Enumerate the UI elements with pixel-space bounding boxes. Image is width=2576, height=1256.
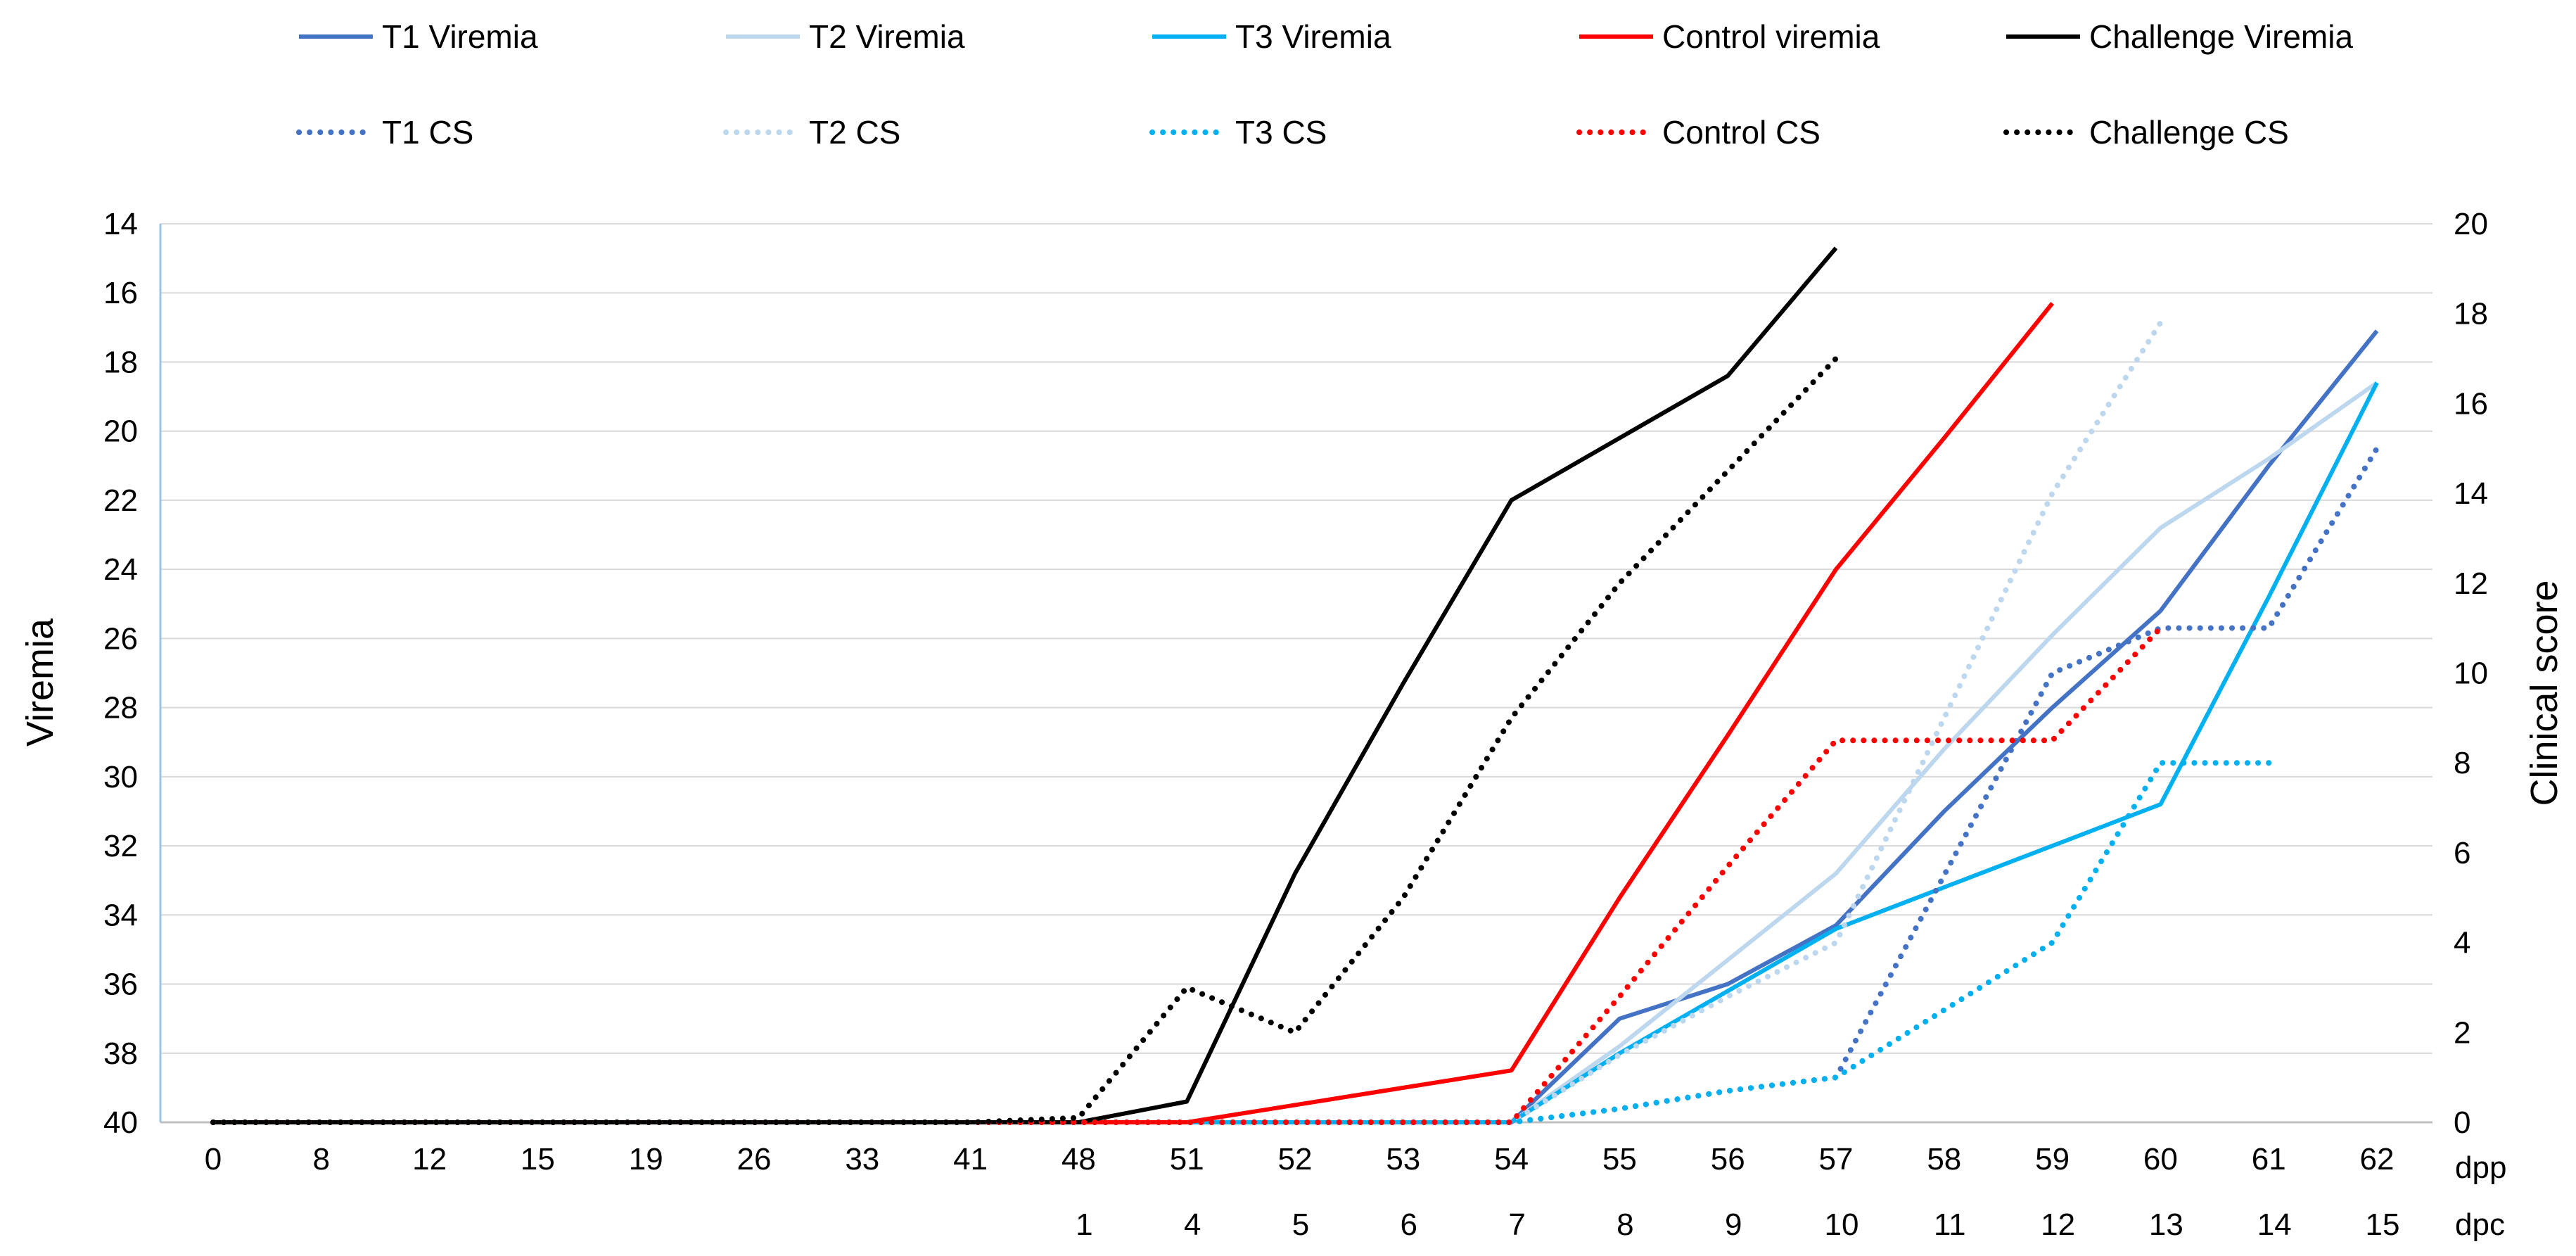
right-tick-label: 6 (2454, 836, 2470, 870)
x-tick-label: 59 (2035, 1142, 2070, 1176)
legend-label-t1-cs: T1 CS (382, 114, 473, 151)
series-line-control-viremia (213, 302, 2054, 1124)
right-tick-label: 18 (2454, 297, 2488, 331)
legend-label-t3-viremia: T3 Viremia (1235, 18, 1391, 55)
dpc-tick-label: 6 (1401, 1207, 1417, 1242)
right-tick-label: 4 (2454, 926, 2470, 960)
left-tick-label: 30 (103, 760, 138, 794)
left-tick-label: 22 (103, 483, 138, 518)
dpc-tick-label: 13 (2149, 1207, 2183, 1242)
x-tick-label: 55 (1602, 1142, 1637, 1176)
series-lines (210, 246, 2380, 1125)
x-tick-label: 41 (953, 1142, 988, 1176)
left-axis-title: Viremia (19, 618, 61, 747)
dpc-tick-label: 10 (1825, 1207, 1859, 1242)
x-tick-label: 57 (1819, 1142, 1854, 1176)
left-tick-label: 38 (103, 1036, 138, 1071)
x-tick-label: 60 (2143, 1142, 2178, 1176)
x-tick-label: 52 (1278, 1142, 1313, 1176)
dpc-tick-label: 5 (1292, 1207, 1309, 1242)
series-line-challenge-viremia (213, 246, 1838, 1124)
dpc-tick-label: 8 (1617, 1207, 1633, 1242)
x-tick-label: 54 (1494, 1142, 1529, 1176)
legend-label-challenge-viremia: Challenge Viremia (2089, 18, 2353, 55)
right-tick-label: 20 (2454, 207, 2488, 241)
x-tick-label: 62 (2360, 1142, 2395, 1176)
x-tick-label: 56 (1711, 1142, 1745, 1176)
left-tick-label: 40 (103, 1105, 138, 1140)
x-tick-label: 58 (1927, 1142, 1961, 1176)
left-tick-label: 18 (103, 345, 138, 379)
dpc-tick-label: 7 (1508, 1207, 1525, 1242)
x-tick-label: 53 (1386, 1142, 1420, 1176)
legend: T1 Viremia T2 Viremia T3 Viremia Control vi… (296, 18, 2353, 151)
dpc-tick-label: 14 (2257, 1207, 2292, 1242)
x-tick-label: 61 (2252, 1142, 2286, 1176)
series-line-t1-cs (210, 445, 2380, 1125)
series-line-t3-cs (210, 760, 2272, 1125)
left-tick-label: 24 (103, 552, 138, 587)
dpp-unit-label: dpp (2455, 1150, 2506, 1185)
right-tick-label: 10 (2454, 656, 2488, 691)
dpc-tick-label: 15 (2366, 1207, 2400, 1242)
legend-label-t3-cs: T3 CS (1235, 114, 1327, 151)
dpc-unit-label: dpc (2455, 1207, 2505, 1242)
left-tick-label: 28 (103, 691, 138, 725)
legend-label-t2-cs: T2 CS (809, 114, 900, 151)
left-tick-label: 14 (103, 207, 138, 241)
right-tick-label: 0 (2454, 1105, 2470, 1140)
right-tick-label: 2 (2454, 1015, 2470, 1050)
x-tick-label: 15 (521, 1142, 555, 1176)
x-tick-label: 33 (845, 1142, 879, 1176)
dpc-tick-label: 9 (1725, 1207, 1742, 1242)
x-tick-label: 26 (737, 1142, 772, 1176)
legend-label-control-cs: Control CS (1662, 114, 1821, 151)
series-line-t2-cs (210, 319, 2164, 1125)
dpc-tick-label: 1 (1076, 1207, 1092, 1242)
x-tick-label: 51 (1170, 1142, 1204, 1176)
legend-label-control-viremia: Control viremia (1662, 18, 1880, 55)
x-tick-label: 0 (205, 1142, 222, 1176)
left-tick-label: 16 (103, 276, 138, 310)
dpc-tick-label: 4 (1184, 1207, 1201, 1242)
legend-label-challenge-cs: Challenge CS (2089, 114, 2289, 151)
x-tick-label: 48 (1061, 1142, 1096, 1176)
x-tick-label: 8 (313, 1142, 330, 1176)
right-tick-label: 16 (2454, 386, 2488, 421)
right-tick-label: 12 (2454, 566, 2488, 601)
series-line-t1-viremia (213, 329, 2379, 1124)
right-axis-title: Clinical score (2523, 580, 2565, 806)
left-tick-label: 36 (103, 968, 138, 1002)
left-tick-label: 34 (103, 898, 138, 932)
legend-label-t1-viremia: T1 Viremia (382, 18, 538, 55)
right-tick-label: 8 (2454, 746, 2470, 780)
legend-label-t2-viremia: T2 Viremia (809, 18, 965, 55)
x-tick-label: 19 (629, 1142, 663, 1176)
right-tick-label: 14 (2454, 476, 2488, 511)
series-line-challenge-cs (210, 355, 1839, 1125)
x-tick-label: 12 (412, 1142, 447, 1176)
dpc-tick-label: 11 (1934, 1207, 1966, 1242)
dpc-tick-label: 12 (2041, 1207, 2075, 1242)
left-tick-label: 20 (103, 414, 138, 449)
left-tick-label: 32 (103, 829, 138, 863)
left-tick-label: 26 (103, 621, 138, 656)
